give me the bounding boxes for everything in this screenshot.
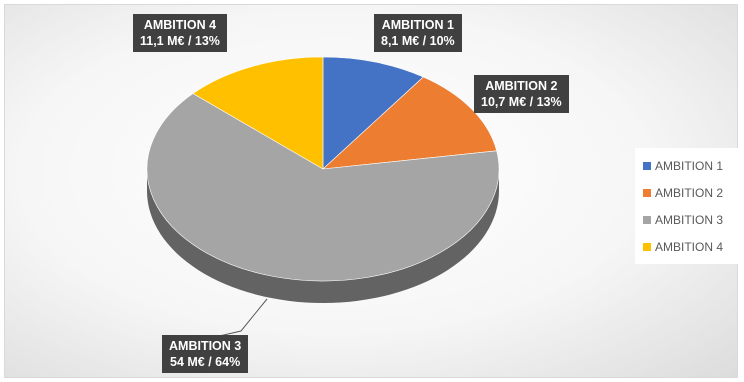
legend-swatch (643, 188, 651, 197)
data-label-value: 10,7 M€ / 13% (481, 95, 562, 109)
chart-area: AMBITION 1 8,1 M€ / 10% AMBITION 2 10,7 … (4, 4, 740, 378)
legend-swatch (643, 215, 651, 224)
data-label-name: AMBITION 1 (381, 18, 454, 32)
leader-line-ambition-3 (214, 298, 268, 338)
legend: AMBITION 1 AMBITION 2 AMBITION 3 AMBITIO… (635, 148, 740, 264)
legend-label: AMBITION 2 (655, 185, 724, 200)
legend-swatch (643, 161, 651, 170)
pie-slice-ambition-3 (146, 93, 500, 282)
pie-slice-ambition-1 (322, 56, 424, 170)
legend-item-ambition-4: AMBITION 4 (643, 233, 740, 260)
legend-item-ambition-1: AMBITION 1 (643, 152, 740, 179)
pie-slice-ambition-4 (192, 56, 324, 170)
data-label-ambition-3: AMBITION 3 54 M€ / 64% (162, 335, 249, 373)
legend-item-ambition-2: AMBITION 2 (643, 179, 740, 206)
data-label-name: AMBITION 2 (485, 79, 558, 93)
data-label-ambition-2: AMBITION 2 10,7 M€ / 13% (474, 75, 569, 113)
data-label-value: 54 M€ / 64% (170, 355, 241, 369)
data-label-name: AMBITION 4 (143, 18, 217, 32)
data-label-name: AMBITION 3 (169, 339, 242, 353)
legend-label: AMBITION 3 (655, 212, 724, 227)
data-label-value: 11,1 M€ / 13% (140, 34, 220, 48)
pie-side-ambition-3 (147, 169, 499, 303)
pie-chart (146, 56, 500, 338)
data-label-value: 8,1 M€ / 10% (381, 34, 455, 48)
data-label-ambition-4: AMBITION 4 11,1 M€ / 13% (133, 14, 227, 52)
legend-label: AMBITION 4 (655, 239, 724, 254)
legend-item-ambition-3: AMBITION 3 (643, 206, 740, 233)
legend-label: AMBITION 1 (655, 158, 724, 173)
legend-swatch (643, 242, 651, 251)
data-label-ambition-1: AMBITION 1 8,1 M€ / 10% (374, 14, 462, 52)
pie-slice-ambition-2 (322, 76, 498, 170)
